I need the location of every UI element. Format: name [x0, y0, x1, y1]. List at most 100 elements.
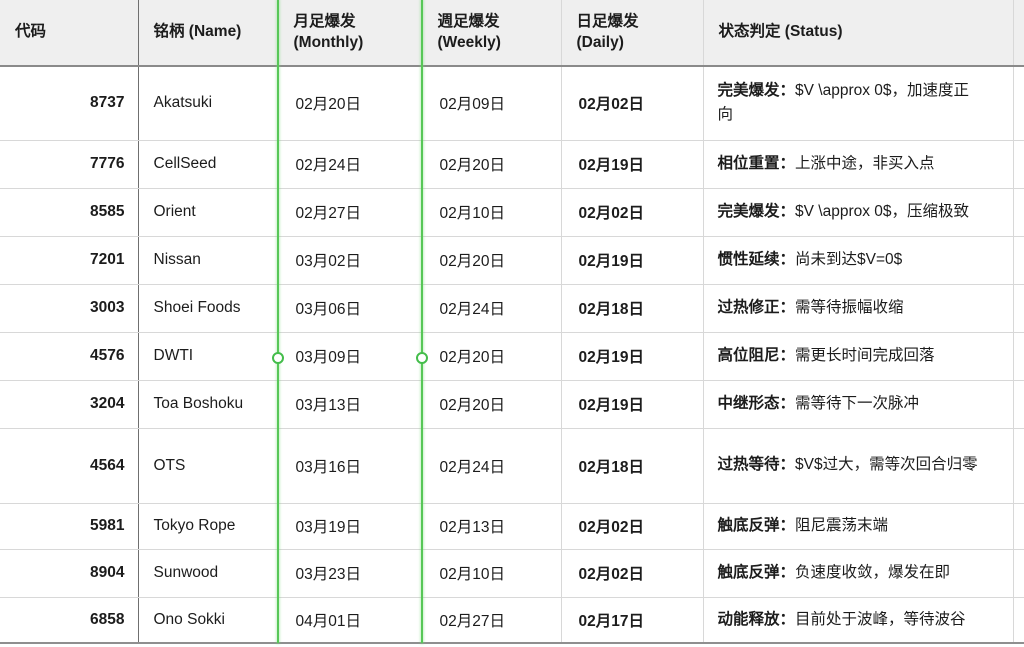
weekly-burst-date: 02月09日: [422, 66, 562, 141]
stock-name: DWTI: [138, 332, 279, 381]
stock-code: 4576: [0, 332, 139, 381]
daily-burst-date: 02月19日: [561, 380, 704, 429]
column-resize-handle-left[interactable]: [272, 352, 284, 364]
monthly-burst-date: 02月27日: [278, 188, 423, 237]
stock-name: Akatsuki: [138, 66, 279, 141]
table-edge-gutter: [1013, 549, 1024, 598]
monthly-burst-date: 04月01日: [278, 597, 423, 644]
stock-code: 4564: [0, 428, 139, 504]
table-row: 8904 Sunwood 03月23日 02月10日 02月02日 触底反弹：负…: [0, 549, 1024, 598]
daily-burst-date: 02月17日: [561, 597, 704, 644]
header-monthly-line2: (Monthly): [293, 33, 364, 51]
status-cell: 相位重置：上涨中途，非买入点: [703, 140, 1014, 189]
table-row: 7776 CellSeed 02月24日 02月20日 02月19日 相位重置：…: [0, 140, 1024, 189]
daily-burst-date: 02月18日: [561, 428, 704, 504]
daily-burst-date: 02月02日: [561, 188, 704, 237]
weekly-burst-date: 02月20日: [422, 332, 562, 381]
monthly-burst-date: 03月06日: [278, 284, 423, 333]
table-edge-gutter: [1013, 188, 1024, 237]
header-daily-line2: (Daily): [576, 33, 624, 51]
header-weekly: 週足爆发 (Weekly): [422, 0, 562, 67]
table-row: 7201 Nissan 03月02日 02月20日 02月19日 惯性延续：尚未…: [0, 236, 1024, 285]
stock-name: Toa Boshoku: [138, 380, 279, 429]
status-keyword: 相位重置：: [717, 154, 796, 172]
weekly-burst-date: 02月24日: [422, 284, 562, 333]
status-detail: 需更长时间完成回落: [795, 346, 935, 364]
status-detail: 需等待下一次脉冲: [795, 394, 920, 412]
stock-code: 6858: [0, 597, 139, 644]
status-detail: 负速度收敛，爆发在即: [795, 563, 951, 581]
table-edge-gutter: [1013, 66, 1024, 141]
daily-burst-date: 02月02日: [561, 503, 704, 550]
status-keyword: 高位阻尼：: [717, 346, 796, 364]
status-keyword: 完美爆发：: [717, 202, 796, 220]
stock-code: 8737: [0, 66, 139, 141]
table-row: 4576 DWTI 03月09日 02月20日 02月19日 高位阻尼：需更长时…: [0, 332, 1024, 381]
status-keyword: 触底反弹：: [717, 563, 796, 581]
header-edge-gutter: [1013, 0, 1024, 67]
status-cell: 完美爆发：$V \approx 0$，加速度正向: [703, 66, 1014, 141]
table-row: 4564 OTS 03月16日 02月24日 02月18日 过热等待：$V$过大…: [0, 428, 1024, 504]
monthly-burst-date: 03月23日: [278, 549, 423, 598]
table-row: 3003 Shoei Foods 03月06日 02月24日 02月18日 过热…: [0, 284, 1024, 333]
status-keyword: 完美爆发：: [717, 82, 796, 100]
header-monthly-line1: 月足爆发: [293, 12, 356, 30]
header-monthly: 月足爆发 (Monthly): [278, 0, 423, 67]
status-detail: 目前处于波峰，等待波谷: [795, 610, 966, 628]
status-cell: 触底反弹：负速度收敛，爆发在即: [703, 549, 1014, 598]
status-cell: 完美爆发：$V \approx 0$，压缩极致: [703, 188, 1014, 237]
status-detail: 尚未到达$V=0$: [795, 250, 903, 268]
status-cell: 高位阻尼：需更长时间完成回落: [703, 332, 1014, 381]
weekly-burst-date: 02月27日: [422, 597, 562, 644]
status-cell: 触底反弹：阻尼震荡末端: [703, 503, 1014, 550]
table-edge-gutter: [1013, 140, 1024, 189]
status-cell: 动能释放：目前处于波峰，等待波谷: [703, 597, 1014, 644]
status-detail: 阻尼震荡末端: [795, 516, 889, 534]
status-keyword: 中继形态：: [717, 394, 796, 412]
table-edge-gutter: [1013, 503, 1024, 550]
weekly-burst-date: 02月20日: [422, 140, 562, 189]
header-name: 铭柄 (Name): [138, 0, 279, 67]
column-guide-line-left[interactable]: [277, 0, 279, 643]
daily-burst-date: 02月02日: [561, 549, 704, 598]
daily-burst-date: 02月19日: [561, 140, 704, 189]
stock-code: 7201: [0, 236, 139, 285]
stock-name: OTS: [138, 428, 279, 504]
table-row: 8737 Akatsuki 02月20日 02月09日 02月02日 完美爆发：…: [0, 66, 1024, 141]
header-daily-line1: 日足爆发: [576, 12, 639, 30]
stock-code: 7776: [0, 140, 139, 189]
table-row: 5981 Tokyo Rope 03月19日 02月13日 02月02日 触底反…: [0, 503, 1024, 550]
status-keyword: 过热等待：: [717, 456, 796, 474]
monthly-burst-date: 03月19日: [278, 503, 423, 550]
table-row: 8585 Orient 02月27日 02月10日 02月02日 完美爆发：$V…: [0, 188, 1024, 237]
status-detail: $V \approx 0$，压缩极致: [795, 202, 970, 220]
stock-name: Orient: [138, 188, 279, 237]
status-keyword: 触底反弹：: [717, 516, 796, 534]
monthly-burst-date: 03月13日: [278, 380, 423, 429]
status-cell: 惯性延续：尚未到达$V=0$: [703, 236, 1014, 285]
header-weekly-line2: (Weekly): [437, 33, 501, 51]
status-keyword: 过热修正：: [717, 298, 796, 316]
header-code: 代码: [0, 0, 139, 67]
weekly-burst-date: 02月10日: [422, 188, 562, 237]
monthly-burst-date: 03月02日: [278, 236, 423, 285]
column-guide-line-right[interactable]: [421, 0, 423, 643]
header-status: 状态判定 (Status): [703, 0, 1014, 67]
status-cell: 过热等待：$V$过大，需等次回合归零: [703, 428, 1014, 504]
table-edge-gutter: [1013, 597, 1024, 644]
stock-code: 8585: [0, 188, 139, 237]
stock-name: CellSeed: [138, 140, 279, 189]
status-keyword: 惯性延续：: [717, 250, 796, 268]
weekly-burst-date: 02月20日: [422, 380, 562, 429]
table-edge-gutter: [1013, 380, 1024, 429]
daily-burst-date: 02月18日: [561, 284, 704, 333]
stock-code: 8904: [0, 549, 139, 598]
column-resize-handle-right[interactable]: [416, 352, 428, 364]
stock-name: Nissan: [138, 236, 279, 285]
monthly-burst-date: 02月20日: [278, 66, 423, 141]
monthly-burst-date: 03月16日: [278, 428, 423, 504]
table-edge-gutter: [1013, 428, 1024, 504]
monthly-burst-date: 03月09日: [278, 332, 423, 381]
stock-name: Ono Sokki: [138, 597, 279, 644]
